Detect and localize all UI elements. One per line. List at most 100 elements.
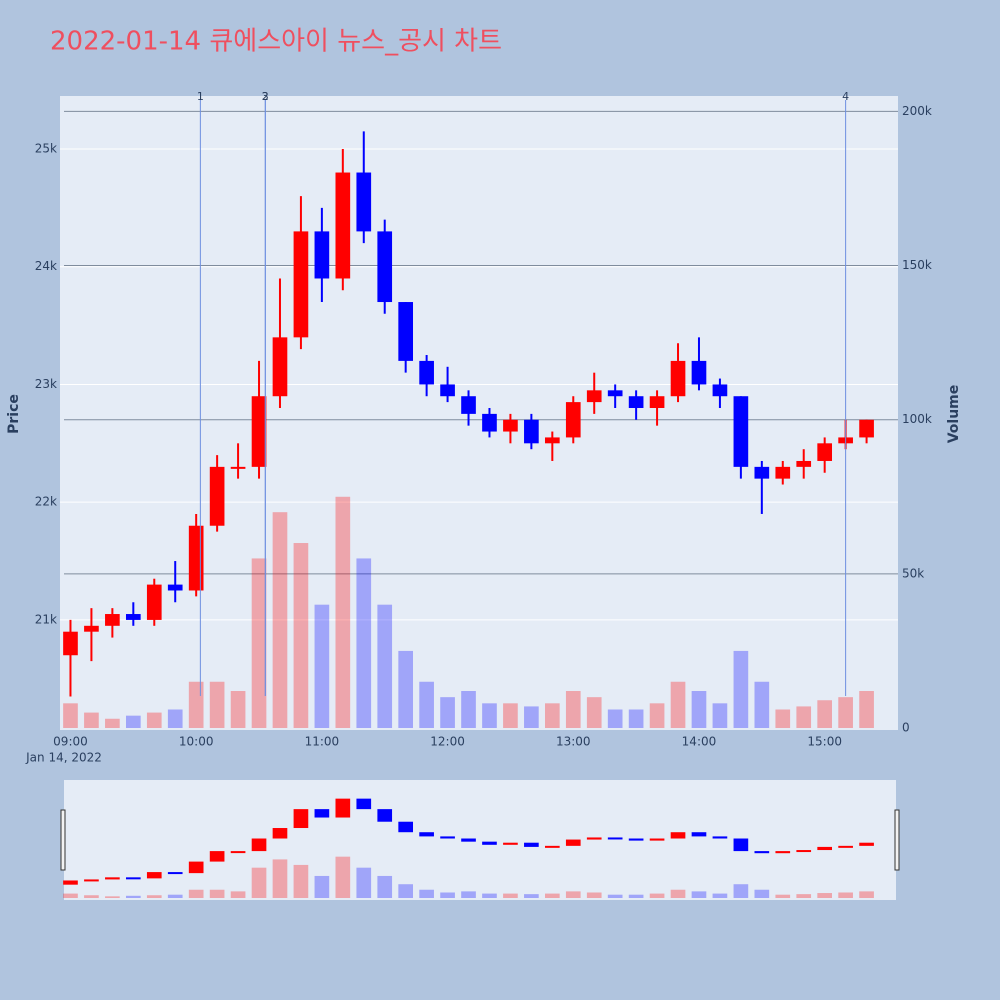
x-tick-label: 14:00 [682, 735, 717, 749]
y-tick-label: 23k [35, 377, 57, 391]
candle-body [125, 614, 141, 620]
slider-candle-body [377, 809, 393, 822]
candle-body [105, 614, 120, 626]
slider-candle-body [230, 851, 246, 854]
slider-handle-left [60, 809, 66, 871]
x-tick-label: 12:00 [430, 735, 465, 749]
slider-candle-body [524, 842, 539, 847]
y2-tick-label: 150k [902, 258, 932, 272]
slider-volume-bar [670, 889, 686, 898]
candle-body [565, 402, 581, 438]
slider-candle-body [335, 798, 351, 818]
volume-bar [670, 681, 686, 728]
slider-candle-body [84, 879, 99, 882]
volume-bar [859, 691, 874, 728]
slider-candle-body [817, 846, 833, 851]
slider-volume-bar [817, 893, 833, 898]
slider-volume-bar [712, 893, 728, 898]
candle-body [272, 337, 288, 397]
candle-body [209, 466, 225, 526]
volume-bar [712, 703, 728, 728]
slider-candle-body [544, 845, 560, 848]
slider-volume-bar [628, 894, 644, 898]
slider-volume-bar [649, 893, 665, 898]
slider-volume-bar [859, 891, 874, 898]
slider-candle-body [859, 842, 874, 846]
candle-body [230, 466, 246, 469]
candle-body [754, 466, 770, 479]
slider-candle-body [691, 832, 707, 837]
chart-title: 2022-01-14 큐에스아이 뉴스_공시 차트 [50, 27, 502, 57]
slider-volume-bar [314, 875, 330, 898]
candle-body [398, 302, 414, 361]
slider-volume-bar [293, 864, 309, 898]
volume-bar [565, 691, 581, 728]
volume-bar [649, 703, 665, 728]
x-tick-label: 10:00 [179, 735, 214, 749]
volume-bar [398, 650, 414, 728]
slider-candle-body [146, 872, 162, 879]
volume-bar [607, 709, 623, 728]
slider-volume-bar [230, 891, 246, 898]
candle-body [377, 231, 393, 303]
y-axis-title: Price [6, 394, 22, 434]
volume-bar [251, 558, 267, 728]
slider-volume-bar [84, 895, 99, 898]
slider-candle-body [775, 851, 791, 854]
y2-tick-label: 0 [902, 721, 910, 735]
event-label: 3 [262, 90, 269, 103]
slider-volume-bar [63, 893, 78, 898]
candle-body [335, 172, 351, 279]
volume-bar [167, 709, 183, 728]
y2-tick-label: 200k [902, 104, 932, 118]
volume-bar [524, 706, 539, 728]
slider-candle-body [105, 877, 120, 880]
candle-body [649, 396, 665, 408]
candle-body [314, 231, 330, 279]
volume-bar [691, 691, 707, 728]
volume-bar [419, 681, 434, 728]
slider-candle-body [251, 838, 267, 852]
slider-volume-bar [733, 884, 749, 898]
slider-volume-bar [607, 894, 623, 898]
x-tick-label: 15:00 [807, 735, 842, 749]
slider-volume-bar [125, 895, 141, 898]
slider-volume-bar [398, 884, 414, 898]
slider-volume-bar [167, 894, 183, 898]
y2-tick-label: 100k [902, 412, 932, 426]
volume-bar [461, 691, 476, 728]
slider-candle-body [628, 838, 644, 841]
candle-body [712, 384, 728, 397]
slider-candle-body [586, 837, 602, 840]
volume-bar [230, 691, 246, 728]
volume-bar [63, 703, 78, 728]
slider-volume-bar [356, 867, 372, 898]
slider-volume-bar [440, 892, 455, 898]
candle-body [84, 625, 99, 632]
slider-candle-body [796, 850, 812, 853]
volume-bar [503, 703, 518, 728]
event-label: 1 [197, 90, 204, 103]
candle-body [461, 396, 476, 414]
slider-volume-bar [419, 889, 434, 898]
volume-bar [105, 718, 120, 728]
slider-volume-bar [272, 859, 288, 898]
slider-candle-body [188, 861, 204, 874]
slider-candle-body [419, 832, 434, 837]
candle-body [167, 584, 183, 591]
slider-candle-body [565, 839, 581, 846]
candle-body [146, 584, 162, 620]
slider-candle-body [209, 851, 225, 862]
slider-candle-body [503, 842, 518, 845]
range-slider[interactable] [64, 780, 896, 900]
slider-volume-bar [796, 894, 812, 898]
volume-bar [628, 709, 644, 728]
candle-body [733, 396, 749, 467]
candle-body [419, 360, 434, 385]
slider-volume-bar [335, 856, 351, 898]
candle-body [691, 360, 707, 385]
volume-bar [146, 712, 162, 728]
slider-candle-body [293, 809, 309, 829]
candle-body [817, 443, 833, 461]
